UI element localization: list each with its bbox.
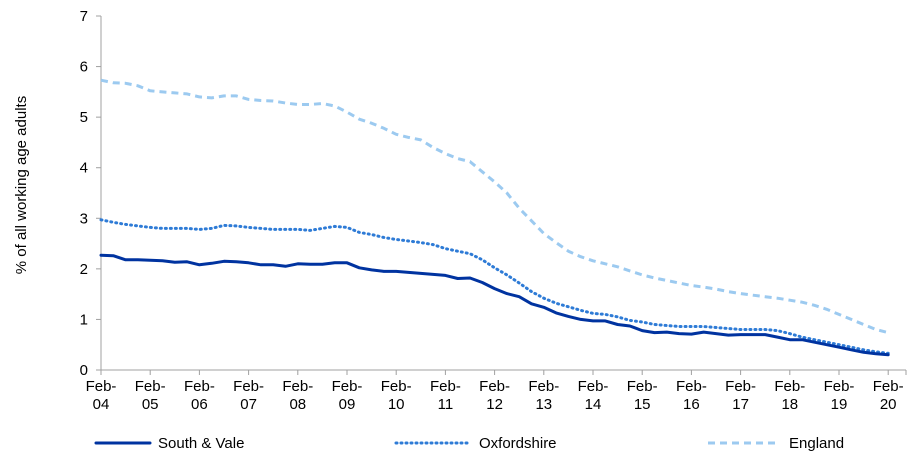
- x-tick-label-month: Feb-: [381, 378, 412, 395]
- x-tick-label-year: 13: [535, 396, 552, 413]
- x-tick-label-month: Feb-: [430, 378, 461, 395]
- y-tick-label: 6: [80, 59, 88, 76]
- y-tick-label: 1: [80, 311, 88, 328]
- x-tick-label-month: Feb-: [135, 378, 166, 395]
- x-tick-label-month: Feb-: [233, 378, 264, 395]
- y-tick-label: 0: [80, 362, 88, 379]
- x-tick-label-year: 14: [585, 396, 602, 413]
- x-tick-label-year: 07: [240, 396, 257, 413]
- x-tick-label-year: 04: [93, 396, 110, 413]
- x-axis: Feb-04Feb-05Feb-06Feb-07Feb-08Feb-09Feb-…: [86, 369, 907, 413]
- series-lines: [99, 78, 890, 357]
- x-tick-label-year: 06: [191, 396, 208, 413]
- x-tick-label-month: Feb-: [184, 378, 215, 395]
- legend-label: England: [789, 435, 844, 452]
- x-tick-label-year: 12: [486, 396, 503, 413]
- x-tick-label-month: Feb-: [824, 378, 855, 395]
- y-tick-label: 4: [80, 160, 88, 177]
- x-tick-label-month: Feb-: [86, 378, 117, 395]
- legend-label: South & Vale: [158, 435, 244, 452]
- series-line-south-vale: [99, 253, 890, 357]
- y-axis-title: % of all working age adults: [13, 96, 30, 274]
- x-tick-label-year: 05: [142, 396, 159, 413]
- x-tick-label-month: Feb-: [332, 378, 363, 395]
- x-tick-label-month: Feb-: [873, 378, 904, 395]
- x-tick-label-month: Feb-: [528, 378, 559, 395]
- x-tick-label-year: 09: [339, 396, 356, 413]
- x-tick-label-year: 15: [634, 396, 651, 413]
- y-axis: 0 1 2 3 4 5 6 7: [80, 8, 102, 379]
- x-tick-label-month: Feb-: [479, 378, 510, 395]
- x-tick-label-year: 18: [781, 396, 798, 413]
- x-tick-label-month: Feb-: [578, 378, 609, 395]
- legend: South & Vale Oxfordshire England: [94, 435, 844, 452]
- series-line-oxfordshire: [99, 218, 890, 355]
- x-tick-label-year: 08: [289, 396, 306, 413]
- x-tick-label-month: Feb-: [282, 378, 313, 395]
- x-tick-label-year: 17: [732, 396, 749, 413]
- x-tick-label-year: 11: [438, 396, 454, 413]
- x-tick-label-year: 19: [831, 396, 848, 413]
- y-tick-label: 5: [80, 109, 88, 126]
- x-tick-label-year: 10: [388, 396, 405, 413]
- x-tick-label-month: Feb-: [627, 378, 658, 395]
- y-tick-label: 7: [80, 8, 88, 25]
- series-line-england: [100, 78, 889, 335]
- x-tick-label-month: Feb-: [725, 378, 756, 395]
- y-tick-label: 2: [80, 261, 88, 278]
- x-tick-label-month: Feb-: [774, 378, 805, 395]
- x-tick-label-year: 16: [683, 396, 700, 413]
- legend-label: Oxfordshire: [479, 435, 557, 452]
- x-tick-label-year: 20: [880, 396, 897, 413]
- y-tick-label: 3: [80, 210, 88, 227]
- x-tick-label-month: Feb-: [676, 378, 707, 395]
